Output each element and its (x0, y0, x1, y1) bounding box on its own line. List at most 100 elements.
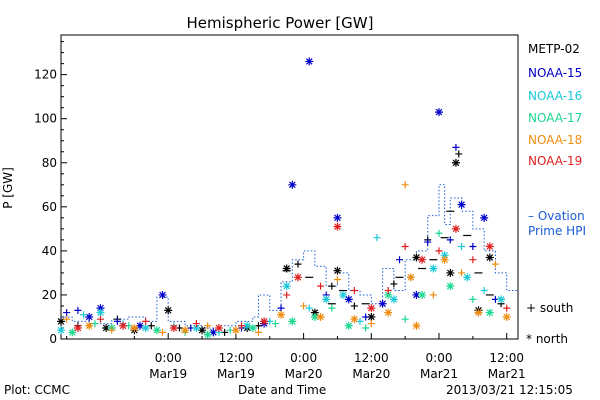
noaa-16-point (389, 295, 398, 304)
y-axis-label: P [GW] (1, 167, 15, 209)
y-tick-label: 20 (42, 288, 57, 302)
noaa-19-point (469, 256, 477, 264)
noaa-15-point (277, 304, 285, 312)
metp-02-point (164, 306, 173, 315)
noaa-18-point (367, 320, 375, 328)
noaa-19-point (333, 222, 342, 231)
noaa-19-point (142, 317, 150, 325)
noaa-17-point (288, 317, 297, 326)
noaa-19-point (260, 317, 269, 326)
legend-south-marker: + south (526, 301, 573, 315)
y-axis-ticks: 0 20 40 60 80 100 120 (34, 41, 67, 346)
noaa-15-point (412, 290, 421, 299)
x-tick-label-date: Mar21 (488, 367, 526, 381)
noaa-15-point (135, 321, 144, 330)
noaa-18-point (130, 323, 139, 332)
x-tick-label-time: 12:00 (354, 351, 389, 365)
noaa-17-point (362, 324, 370, 332)
noaa-19-point (503, 304, 511, 312)
noaa-19-point (238, 322, 246, 330)
metp-02-point (333, 266, 342, 275)
noaa-15-point (344, 295, 353, 304)
noaa-18-point (474, 308, 483, 317)
noaa-15-point (396, 256, 404, 264)
metp-02-point (328, 282, 336, 290)
plot-frame (60, 34, 519, 340)
noaa-18-point (277, 310, 286, 319)
metp-02-point (390, 280, 398, 288)
x-tick-label-date: Mar19 (217, 367, 255, 381)
noaa-19-point (350, 287, 358, 295)
legend-ovation-label: Prime HPI (528, 224, 586, 238)
metp-02-point (350, 302, 358, 310)
chart-title: Hemispheric Power [GW] (187, 14, 374, 32)
metp-02-point (367, 312, 376, 321)
noaa-16-point (243, 321, 252, 330)
noaa-16-point (80, 311, 88, 319)
x-tick-label-time: 0:00 (426, 351, 453, 365)
satellite-series-layer (57, 57, 511, 339)
noaa-19-point (401, 242, 409, 250)
noaa-16-point (463, 273, 472, 282)
noaa-15-point (457, 200, 466, 209)
noaa-16-point (96, 308, 105, 317)
noaa-17-point (328, 304, 336, 312)
legend-north-marker: * north (526, 332, 568, 346)
noaa-17-point (310, 312, 319, 321)
noaa-18-point (412, 321, 421, 330)
noaa-17-point (248, 323, 257, 332)
x-tick-label-time: 0:00 (155, 351, 182, 365)
noaa-18-point (316, 312, 325, 321)
x-axis-label: Date and Time (238, 383, 327, 397)
noaa-16-point (192, 323, 201, 332)
noaa-17-point (271, 320, 279, 328)
noaa-17-point (401, 315, 409, 323)
metp-02-point (485, 253, 494, 262)
noaa-16-point (282, 282, 291, 291)
noaa-19-point (435, 247, 443, 255)
noaa-15-point (85, 312, 94, 321)
noaa-19-point (214, 323, 223, 332)
noaa-17-point (469, 295, 477, 303)
noaa-19-point (283, 291, 291, 299)
noaa-15-point (288, 180, 297, 189)
y-tick-label: 120 (34, 68, 57, 82)
metp-02-point (254, 322, 262, 330)
noaa-16-point (440, 251, 449, 260)
noaa-18-point (108, 326, 116, 334)
noaa-18-point (491, 260, 499, 268)
noaa-17-point (384, 290, 393, 299)
footer-plot-credit: Plot: CCMC (4, 383, 70, 397)
metp-02-point (102, 323, 111, 332)
noaa-18-point (401, 181, 409, 189)
noaa-16-point (322, 295, 331, 304)
y-tick-label: 40 (42, 244, 57, 258)
noaa-18-point (300, 302, 308, 310)
noaa-16-point (57, 326, 65, 335)
noaa-15-point (446, 236, 454, 244)
noaa-15-point (158, 290, 167, 299)
x-tick-label-date: Mar19 (149, 367, 187, 381)
noaa-15-point (480, 213, 489, 222)
noaa-16-point (497, 295, 506, 304)
x-tick-label-time: 0:00 (290, 351, 317, 365)
noaa-18-point (440, 255, 449, 264)
noaa-15-point (63, 309, 71, 317)
noaa-15-point (469, 242, 477, 250)
noaa-19-point (384, 287, 392, 295)
noaa-19-point (418, 255, 427, 264)
noaa-17-point (435, 229, 443, 237)
noaa-16-point (429, 264, 438, 273)
noaa-18-point (85, 321, 94, 330)
noaa-18-point (181, 326, 190, 335)
y-tick-label: 80 (42, 156, 57, 170)
noaa-15-point (96, 304, 105, 313)
noaa-16-point (458, 242, 466, 250)
noaa-19-point (317, 282, 325, 290)
footer-timestamp: 2013/03/21 12:15:05 (446, 383, 573, 397)
noaa-18-point (333, 276, 341, 284)
noaa-16-point (373, 234, 381, 242)
ovation-hpi-layer (61, 184, 518, 329)
metp-02-point (198, 326, 207, 335)
